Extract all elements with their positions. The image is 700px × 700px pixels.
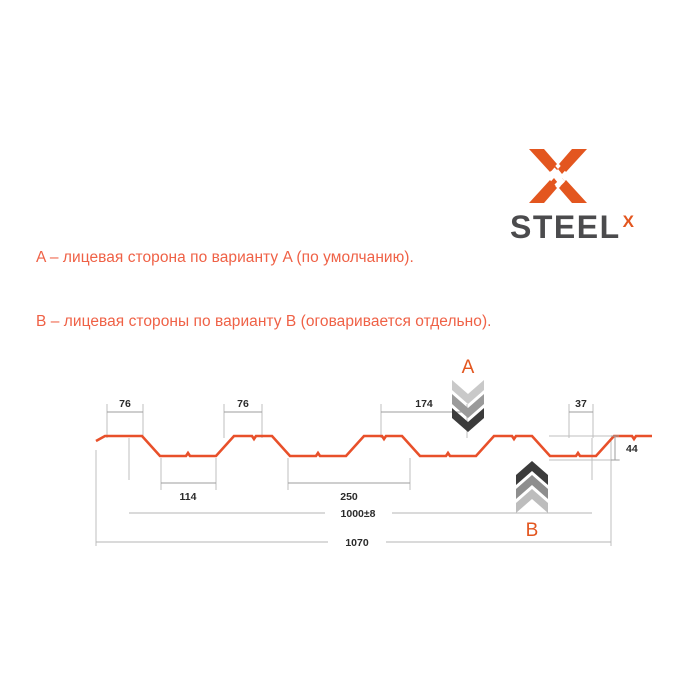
side-b-marker: B	[516, 461, 548, 541]
dimension-end-lap: 37	[569, 398, 593, 413]
profile-technical-drawing: 76 76 174 37 44	[0, 350, 700, 560]
dimension-valley-width: 114	[161, 482, 216, 503]
side-b-label: B	[526, 520, 539, 541]
dimension-label-76-left: 76	[119, 398, 131, 410]
profile-outline-path	[95, 434, 652, 458]
note-variant-a: A – лицевая сторона по варианту A (по ум…	[36, 249, 414, 266]
dimension-label-44: 44	[626, 443, 638, 455]
note-variant-b: B – лицевая стороны по варианту B (огова…	[36, 313, 492, 330]
logo-superscript-x: X	[622, 212, 634, 231]
steelx-logo: STEEL X	[510, 145, 660, 245]
dimension-label-114: 114	[180, 491, 197, 503]
dimension-label-250: 250	[340, 491, 358, 503]
dimension-useful-width: 1000±8	[129, 508, 592, 520]
chevron-down-icon	[452, 380, 484, 432]
dimension-label-37: 37	[575, 398, 587, 410]
dimension-crest-width-left: 76	[107, 398, 143, 413]
steelx-wordmark: STEEL X	[510, 211, 660, 243]
logo-word-steel: STEEL	[510, 209, 621, 245]
dimension-label-174: 174	[415, 398, 433, 410]
dimension-profile-height: 44	[611, 435, 638, 461]
dimension-total-width: 1070	[96, 537, 611, 549]
dimension-rib-pitch: 250	[288, 482, 410, 503]
side-a-marker: A	[452, 357, 484, 432]
side-a-label: A	[462, 357, 475, 378]
dimension-crest-width-mid: 76	[224, 398, 262, 413]
dimension-label-1070: 1070	[345, 537, 369, 549]
dimension-label-1000: 1000±8	[341, 508, 376, 520]
steelx-x-mark-icon	[527, 145, 589, 207]
chevron-up-icon	[516, 461, 548, 513]
dimension-label-76-mid: 76	[237, 398, 249, 410]
